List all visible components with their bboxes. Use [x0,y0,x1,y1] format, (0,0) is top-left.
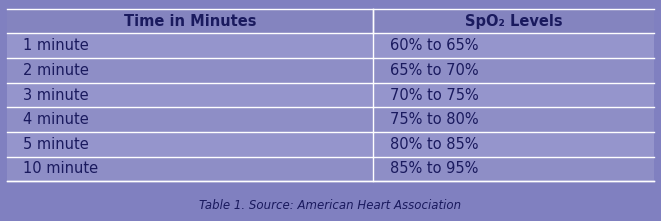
Bar [373,58,654,83]
Text: 1 minute: 1 minute [23,38,89,53]
Bar [7,83,373,107]
Bar [7,58,373,83]
Text: 60% to 65%: 60% to 65% [390,38,479,53]
Text: 4 minute: 4 minute [23,112,89,127]
Bar [7,9,373,33]
Text: 70% to 75%: 70% to 75% [390,88,479,103]
Text: 80% to 85%: 80% to 85% [390,137,479,152]
Bar [7,33,373,58]
Text: SpO₂ Levels: SpO₂ Levels [465,14,563,29]
Text: 5 minute: 5 minute [23,137,89,152]
Text: Time in Minutes: Time in Minutes [124,14,256,29]
Bar [373,9,654,33]
Bar [7,132,373,157]
Text: 75% to 80%: 75% to 80% [390,112,479,127]
Bar [373,132,654,157]
Text: Table 1. Source: American Heart Association: Table 1. Source: American Heart Associat… [200,199,461,212]
Bar [7,107,373,132]
Bar [373,107,654,132]
Text: 85% to 95%: 85% to 95% [390,161,479,176]
Bar [7,157,373,181]
Bar [373,33,654,58]
Bar [373,83,654,107]
Text: 3 minute: 3 minute [23,88,89,103]
Text: 65% to 70%: 65% to 70% [390,63,479,78]
Bar [373,157,654,181]
Text: 10 minute: 10 minute [23,161,98,176]
Text: 2 minute: 2 minute [23,63,89,78]
